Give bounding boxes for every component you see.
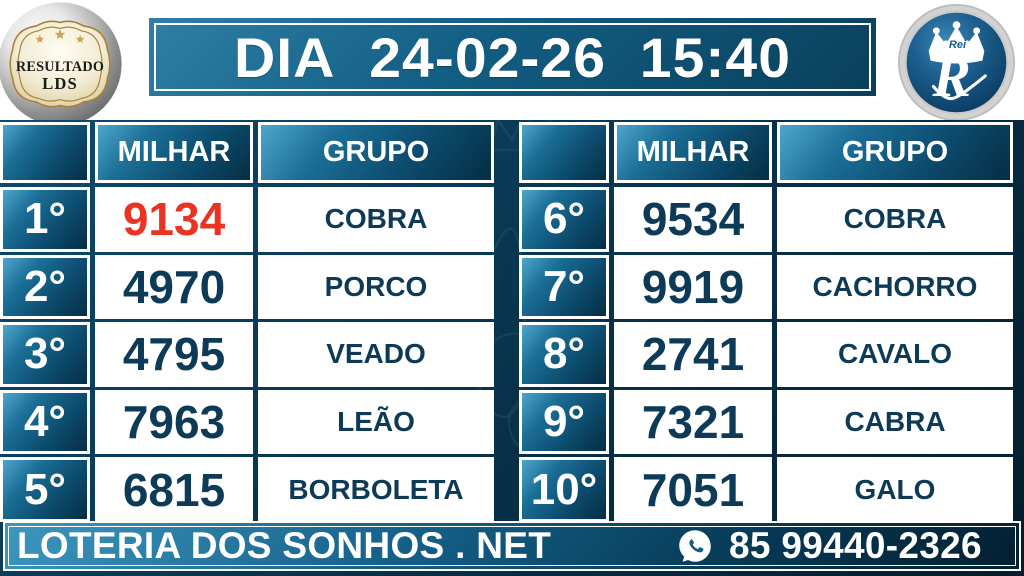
svg-text:LDS: LDS	[42, 74, 78, 93]
svg-text:RESULTADO: RESULTADO	[16, 59, 104, 75]
